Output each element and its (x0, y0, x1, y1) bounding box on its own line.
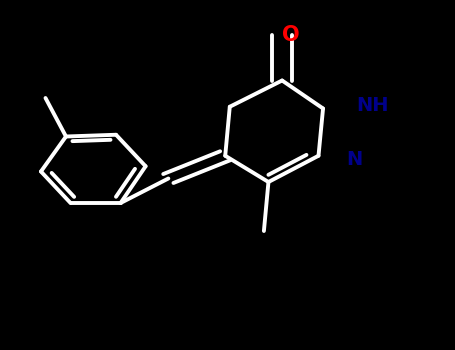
Text: N: N (346, 150, 362, 169)
Text: O: O (283, 25, 300, 45)
Text: NH: NH (356, 96, 388, 114)
